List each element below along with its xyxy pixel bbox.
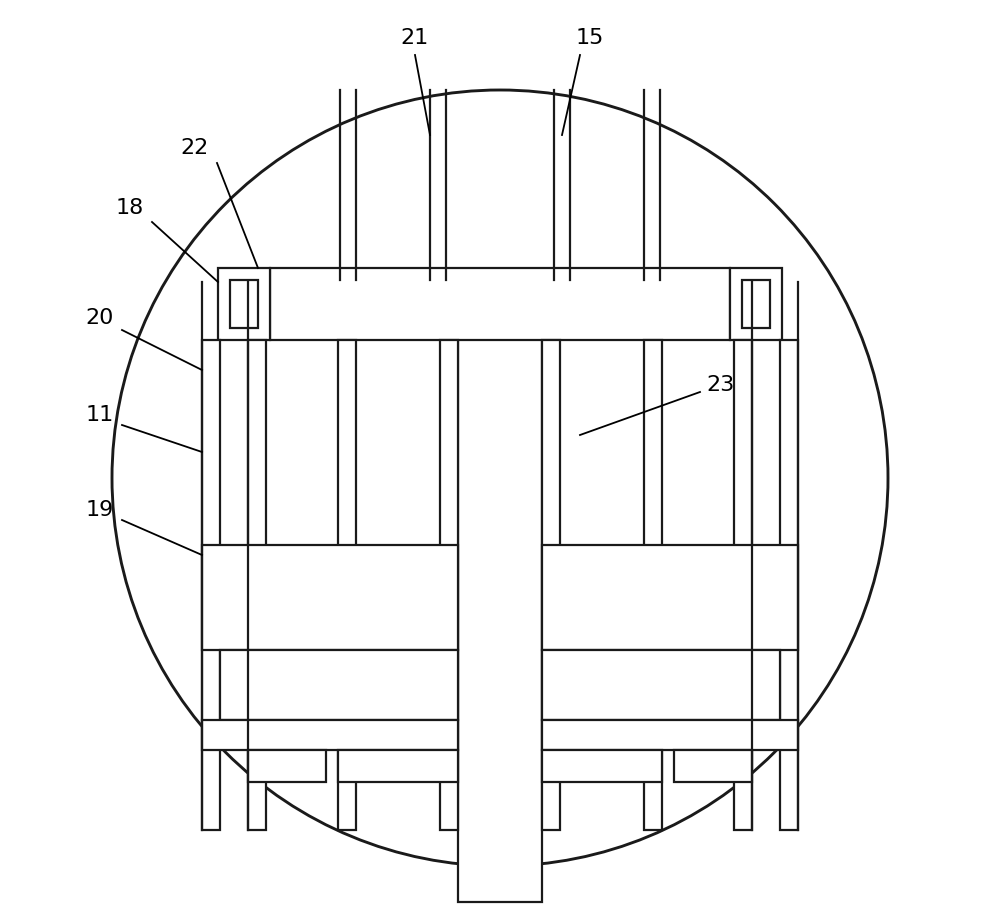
Bar [542, 750, 662, 782]
Bar [458, 282, 542, 902]
Text: 18: 18 [116, 198, 144, 218]
Bar [338, 340, 356, 830]
Bar [202, 545, 458, 650]
Text: 22: 22 [181, 138, 209, 158]
Bar [542, 340, 560, 830]
Bar [734, 340, 752, 830]
Bar [338, 750, 458, 782]
Bar [270, 268, 730, 340]
Bar [730, 268, 782, 340]
Bar [202, 340, 220, 830]
Bar [202, 720, 458, 750]
Text: 15: 15 [576, 28, 604, 48]
Text: 11: 11 [86, 405, 114, 425]
Text: 23: 23 [706, 375, 734, 395]
Text: 21: 21 [401, 28, 429, 48]
Bar [742, 280, 770, 328]
Bar [542, 545, 798, 650]
Text: 20: 20 [86, 308, 114, 328]
Bar [440, 340, 458, 830]
Bar [220, 650, 458, 720]
Bar [248, 340, 266, 830]
Bar [230, 280, 258, 328]
Bar [248, 750, 326, 782]
Bar [674, 750, 752, 782]
Bar [542, 720, 798, 750]
Bar [644, 340, 662, 830]
Bar [542, 650, 780, 720]
Text: 19: 19 [86, 500, 114, 520]
Bar [218, 268, 270, 340]
Bar [780, 340, 798, 830]
